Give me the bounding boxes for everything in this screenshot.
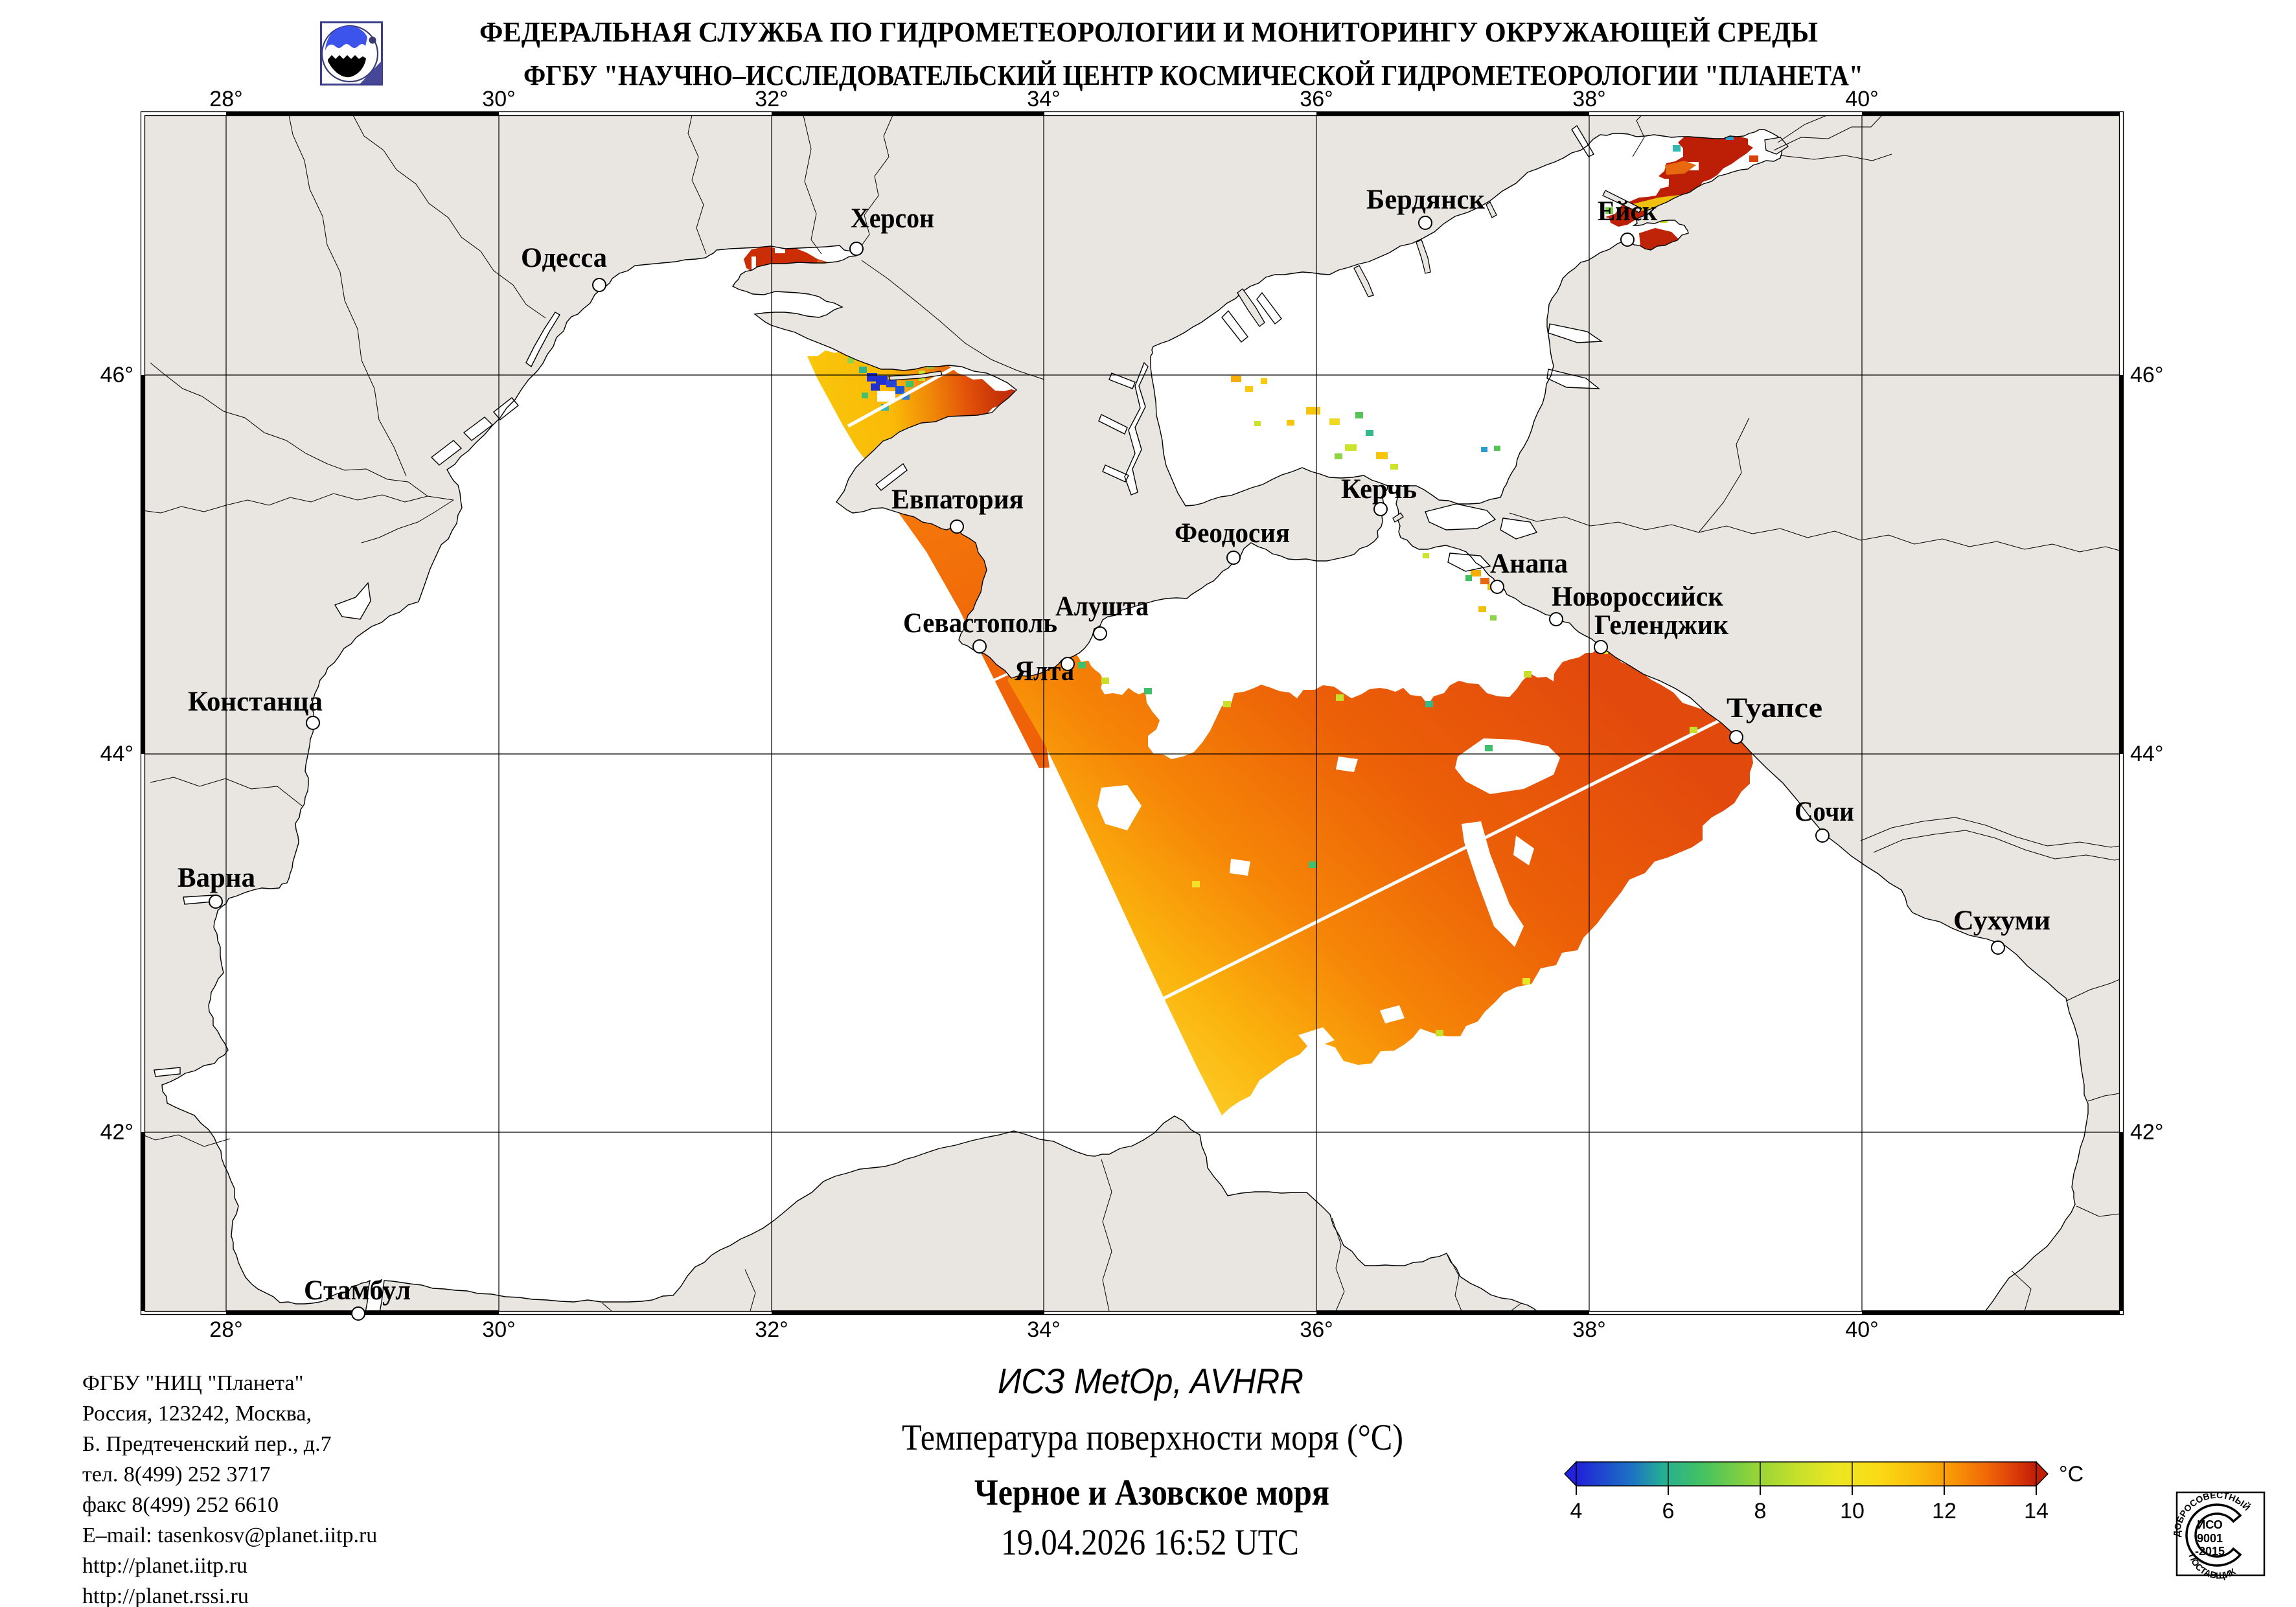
svg-text:тел. 8(499) 252 3717: тел. 8(499) 252 3717 — [82, 1463, 271, 1487]
svg-text:Севастополь: Севастополь — [903, 608, 1057, 639]
svg-text:34°: 34° — [1027, 87, 1060, 111]
svg-text:Новороссийск: Новороссийск — [1552, 582, 1723, 612]
svg-text:38°: 38° — [1572, 87, 1605, 111]
svg-text:9001: 9001 — [2197, 1532, 2223, 1545]
svg-text:http://planet.iitp.ru: http://planet.iitp.ru — [82, 1554, 247, 1578]
svg-text:36°: 36° — [1300, 87, 1333, 111]
svg-text:Сухуми: Сухуми — [1953, 906, 2050, 936]
svg-text:°C: °C — [2059, 1462, 2084, 1487]
svg-text:30°: 30° — [482, 1317, 515, 1342]
svg-text:Черное и Азовское моря: Черное и Азовское моря — [974, 1472, 1329, 1513]
svg-text:Херсон: Херсон — [851, 203, 934, 234]
svg-text:ФЕДЕРАЛЬНАЯ СЛУЖБА ПО ГИДРОМЕТ: ФЕДЕРАЛЬНАЯ СЛУЖБА ПО ГИДРОМЕТЕОРОЛОГИИ … — [479, 16, 1818, 48]
svg-text:Ейск: Ейск — [1598, 196, 1657, 227]
svg-text:46°: 46° — [100, 363, 133, 387]
svg-text:Бердянск: Бердянск — [1366, 185, 1485, 215]
svg-text:30°: 30° — [482, 87, 515, 111]
svg-text:14: 14 — [2024, 1499, 2049, 1523]
svg-text:32°: 32° — [755, 87, 788, 111]
svg-text:ИСЗ MetOp, AVHRR: ИСЗ MetOp, AVHRR — [998, 1361, 1303, 1401]
svg-text:Б. Предтеченский пер., д.7: Б. Предтеченский пер., д.7 — [82, 1432, 332, 1456]
svg-text:12: 12 — [1932, 1499, 1957, 1523]
svg-text:4: 4 — [1570, 1499, 1583, 1523]
svg-text:34°: 34° — [1027, 1317, 1060, 1342]
svg-text:-2015: -2015 — [2195, 1545, 2225, 1558]
svg-text:ИСО: ИСО — [2197, 1518, 2223, 1531]
svg-text:Феодосия: Феодосия — [1175, 518, 1290, 549]
svg-text:28°: 28° — [209, 87, 242, 111]
svg-text:10: 10 — [1840, 1499, 1865, 1523]
svg-text:8: 8 — [1754, 1499, 1767, 1523]
svg-text:40°: 40° — [1845, 87, 1878, 111]
svg-text:http://planet.rssi.ru: http://planet.rssi.ru — [82, 1584, 249, 1607]
svg-text:6: 6 — [1662, 1499, 1675, 1523]
svg-text:ФГБУ "НИЦ "Планета": ФГБУ "НИЦ "Планета" — [82, 1371, 303, 1395]
svg-text:Геленджик: Геленджик — [1594, 610, 1728, 641]
svg-text:Керчь: Керчь — [1341, 474, 1417, 505]
svg-text:Сочи: Сочи — [1795, 797, 1854, 827]
svg-text:46°: 46° — [2130, 363, 2163, 387]
svg-text:44°: 44° — [2130, 742, 2163, 766]
svg-text:40°: 40° — [1845, 1317, 1878, 1342]
svg-text:Температура поверхности моря (: Температура поверхности моря (°C) — [902, 1417, 1403, 1458]
svg-text:Варна: Варна — [178, 863, 255, 893]
svg-text:Одесса: Одесса — [521, 243, 607, 273]
svg-text:Стамбул: Стамбул — [304, 1275, 411, 1306]
svg-text:36°: 36° — [1300, 1317, 1333, 1342]
svg-text:Анапа: Анапа — [1490, 549, 1568, 579]
svg-text:Алушта: Алушта — [1055, 591, 1149, 622]
svg-text:Россия, 123242, Москва,: Россия, 123242, Москва, — [82, 1402, 312, 1426]
svg-text:38°: 38° — [1572, 1317, 1605, 1342]
svg-text:44°: 44° — [100, 742, 133, 766]
svg-text:28°: 28° — [209, 1317, 242, 1342]
svg-text:ФГБУ "НАУЧНО–ИССЛЕДОВАТЕЛЬСКИЙ: ФГБУ "НАУЧНО–ИССЛЕДОВАТЕЛЬСКИЙ ЦЕНТР КОС… — [523, 60, 1863, 91]
svg-text:42°: 42° — [100, 1120, 133, 1145]
svg-text:19.04.2026 16:52 UTC: 19.04.2026 16:52 UTC — [1001, 1522, 1299, 1563]
svg-text:32°: 32° — [755, 1317, 788, 1342]
svg-text:Евпатория: Евпатория — [891, 484, 1024, 515]
svg-text:Констанца: Констанца — [188, 687, 323, 717]
svg-text:Туапсе: Туапсе — [1727, 693, 1822, 724]
svg-text:42°: 42° — [2130, 1120, 2163, 1145]
svg-text:факс 8(499) 252 6610: факс 8(499) 252 6610 — [82, 1493, 279, 1517]
svg-text:E–mail: tasenkosv@planet.iitp.: E–mail: tasenkosv@planet.iitp.ru — [82, 1523, 377, 1547]
